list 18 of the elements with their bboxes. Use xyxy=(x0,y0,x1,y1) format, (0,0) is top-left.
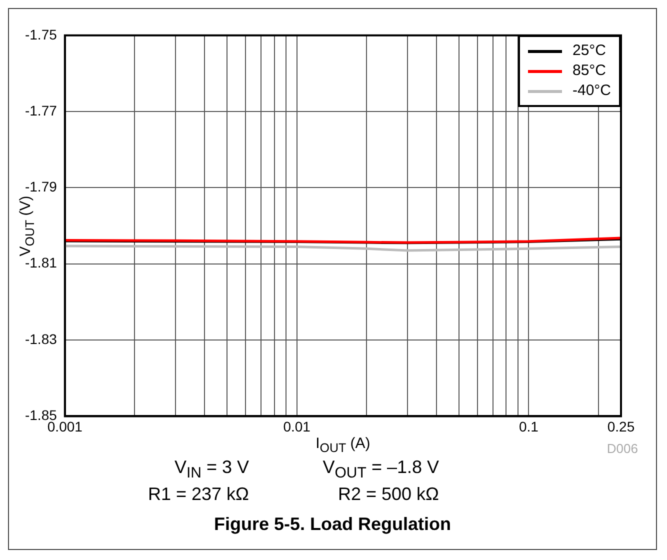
x-axis-title: I$_{OUT}$ (A) xyxy=(314,435,372,455)
x-tick-label: 0.01 xyxy=(283,418,311,434)
text: D006 xyxy=(606,441,638,456)
y-tick-label: -1.75 xyxy=(24,26,58,42)
legend-label: 25°C xyxy=(572,41,606,62)
text: Figure 5-5. Load Regulation xyxy=(212,514,452,535)
y-tick-label: -1.81 xyxy=(24,254,58,271)
text: R1 = 237 kΩ xyxy=(146,484,249,505)
y-tick-label: -1.83 xyxy=(24,330,58,347)
legend-label: -40°C xyxy=(572,81,611,102)
y-tick-label: -1.79 xyxy=(24,178,58,195)
legend-label: 85°C xyxy=(572,61,606,82)
x-tick-label: 0.1 xyxy=(518,418,539,434)
text: R2 = 500 kΩ xyxy=(336,484,439,505)
y-tick-label: -1.77 xyxy=(24,102,58,118)
x-tick-label: 0.25 xyxy=(607,418,635,434)
text: V$_{OUT}$ = –1.8 V xyxy=(322,457,439,482)
text: V$_{IN}$ = 3 V xyxy=(173,457,249,482)
